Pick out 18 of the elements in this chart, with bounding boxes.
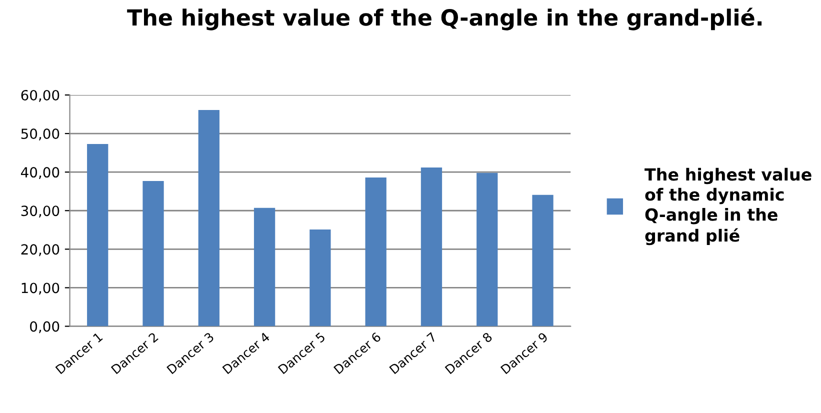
bar	[254, 208, 276, 326]
y-tick-label: 20,00	[21, 244, 60, 256]
bar	[198, 110, 220, 326]
bar	[310, 230, 331, 326]
bar	[420, 167, 442, 326]
bar	[87, 144, 108, 326]
bar	[142, 180, 164, 326]
y-tick-label: 0,00	[30, 321, 60, 334]
y-tick-label: 50,00	[21, 128, 60, 140]
bar	[365, 177, 386, 326]
y-tick-label: 60,00	[21, 90, 60, 102]
y-tick-label: 10,00	[22, 282, 60, 295]
chart-title: The highest value of the Q-angle in the grand-plié.	[127, 8, 762, 30]
bar	[476, 172, 498, 326]
y-tick-label: 30,00	[21, 206, 60, 218]
y-tick-label: 40,00	[20, 167, 60, 179]
legend-label: The highest value of the dynamic Q-angle in the grand plié	[644, 168, 812, 246]
bar	[532, 194, 554, 326]
